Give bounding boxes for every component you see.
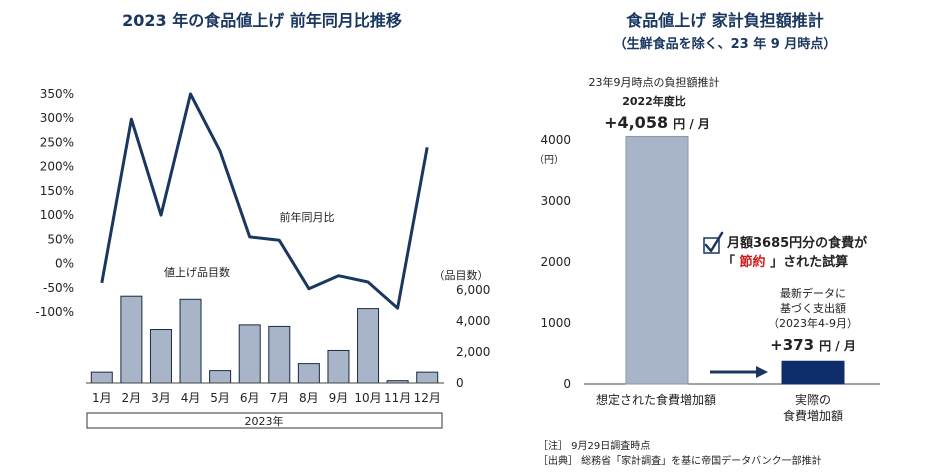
month-labels: 1月 2月 3月 4月 5月 6月 7月 8月 9月 10月 11月 12月 [92, 391, 441, 405]
source-note: ［出典］ 総務省「家計調査」を基に帝国データバンク一部推計 [538, 454, 822, 467]
burden-bars [625, 135, 845, 385]
percent-tick-label: 300% [40, 111, 74, 125]
bar1-value: +4,058 [604, 113, 668, 132]
bar2-value: +373 [770, 336, 814, 354]
category-label-expected: 想定された食費増加額 [596, 392, 716, 407]
percent-tick-label: 0% [55, 257, 74, 271]
bar1-annotation-line1: 23年9月時点の負担額推計 [589, 75, 720, 89]
item-count-bars [90, 295, 439, 384]
month-label: 1月 [92, 391, 112, 405]
item-count-bar [209, 370, 232, 384]
category-label-actual-line2: 食費増加額 [783, 408, 843, 423]
item-count-bar [327, 349, 350, 384]
month-label: 9月 [329, 391, 349, 405]
savings-note-line2: 「 節約 」された試算 [722, 254, 848, 270]
percent-tick-label: 50% [47, 232, 74, 246]
item-count-bar [357, 308, 380, 384]
note: ［注］ 9月29日調査時点 [538, 439, 650, 452]
savings-quote-open: 「 [722, 254, 735, 270]
savings-keyword: 節約 [740, 254, 766, 270]
month-label: 2月 [122, 391, 142, 405]
month-label: 3月 [151, 391, 171, 405]
burden-chart: 4000 3000 2000 1000 0 （円） 23年9月時点の負担額推計 2022… [534, 75, 880, 423]
item-count-tick-label: 6,000 [456, 283, 490, 297]
bar1-annotation-line2: 2022年度比 [622, 94, 686, 108]
percent-tick-label: 250% [40, 135, 74, 149]
percent-tick-label: 100% [40, 208, 74, 222]
bar2-unit: 円 / 月 [819, 339, 856, 353]
year-label: 2023年 [245, 414, 284, 428]
month-label: 8月 [299, 391, 319, 405]
percent-tick-label: -50% [43, 281, 74, 295]
month-label: 6月 [240, 391, 260, 405]
right-chart-title: 食品値上げ 家計負担額推計 [625, 11, 824, 30]
yoy-line [100, 92, 429, 310]
item-count-bar [297, 363, 320, 384]
percent-tick-label: 150% [40, 184, 74, 198]
bar1-value-label: +4,058 円 / 月 [604, 113, 710, 132]
item-count-axis: 6,000 4,000 2,000 0 [456, 283, 490, 390]
yen-tick-label: 3000 [540, 194, 571, 208]
percent-tick-label: 200% [40, 160, 74, 174]
yen-axis-label: （円） [534, 154, 564, 166]
item-count-bar [268, 325, 291, 384]
item-count-tick-label: 4,000 [456, 314, 490, 328]
item-count-bar [179, 298, 202, 384]
bar2-value-label: +373 円 / 月 [770, 335, 856, 354]
item-count-bar [90, 371, 113, 384]
percent-tick-label: 350% [40, 87, 74, 101]
bar2-annotation-line1: 最新データに [780, 286, 846, 300]
category-label-actual-line1: 実際の [795, 392, 831, 407]
bar-series-label: 値上げ品目数 [164, 266, 230, 279]
check-icon [703, 231, 724, 254]
arrow-right-icon [710, 366, 768, 378]
bar1-unit: 円 / 月 [673, 117, 710, 131]
percent-tick-label: -100% [35, 305, 74, 319]
bar2-annotation-line2: 基づく支出額 [780, 301, 846, 315]
yen-tick-label: 2000 [540, 255, 571, 269]
bar2-annotation-line3: （2023年4-9月） [768, 316, 858, 330]
month-label: 5月 [210, 391, 230, 405]
savings-quote-close: 」された試算 [770, 254, 848, 270]
actual-increase-bar [781, 360, 845, 385]
item-count-bar [149, 329, 172, 384]
line-series-label: 前年同月比 [280, 210, 335, 224]
expected-increase-bar [625, 135, 689, 385]
month-label: 7月 [269, 391, 289, 405]
item-count-tick-label: 0 [456, 376, 464, 390]
yen-tick-label: 1000 [540, 316, 571, 330]
item-count-axis-label: （品目数） [434, 269, 489, 282]
year-label-box [86, 412, 443, 429]
yen-axis: 4000 3000 2000 1000 0 [540, 133, 571, 391]
month-label: 12月 [414, 391, 441, 405]
item-count-tick-label: 2,000 [456, 345, 490, 359]
month-label: 4月 [181, 391, 201, 405]
percent-axis: 350% 300% 250% 200% 150% 100% 50% 0% -50% -100% [35, 87, 74, 319]
item-count-bar [238, 324, 261, 384]
yen-tick-label: 4000 [540, 133, 571, 147]
item-count-bar [120, 295, 143, 384]
yen-tick-label: 0 [563, 377, 571, 391]
item-count-bar [416, 371, 439, 384]
left-chart-title: 2023 年の食品値上げ 前年同月比推移 [122, 11, 402, 30]
savings-note-line1: 月額3685円分の食費が [726, 235, 867, 251]
yoy-chart: 350% 300% 250% 200% 150% 100% 50% 0% -50% -100% 6… [35, 87, 490, 429]
month-label: 10月 [354, 391, 381, 405]
month-label: 11月 [384, 391, 411, 405]
right-chart-subtitle: （生鮮食品を除く、23 年 9 月時点） [614, 36, 837, 52]
